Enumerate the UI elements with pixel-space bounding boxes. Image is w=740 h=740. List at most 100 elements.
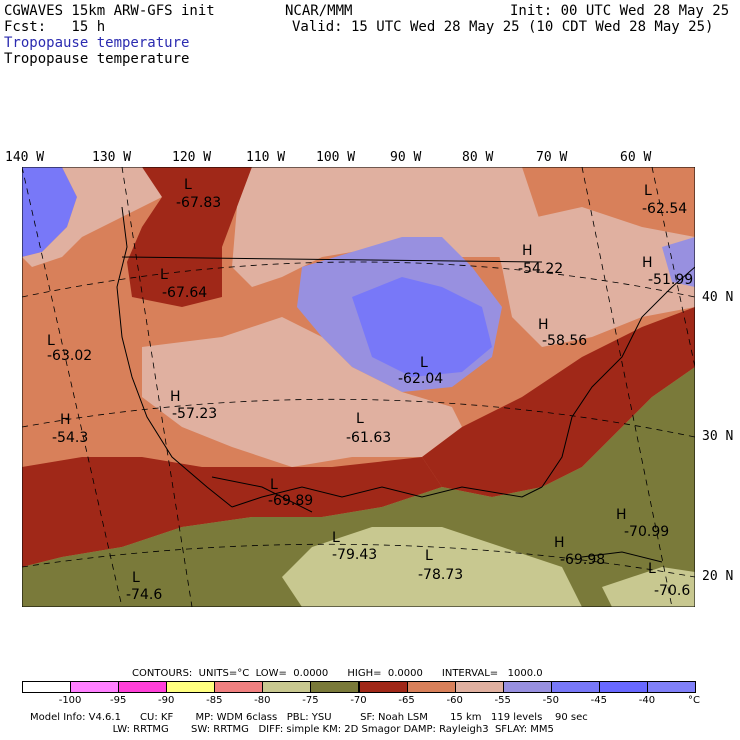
- coastlines: [116, 206, 695, 563]
- map-label-value: -51.99: [648, 272, 693, 288]
- forecast-hour: Fcst: 15 h: [4, 19, 106, 35]
- colorbar-tick-label: -95: [109, 695, 127, 706]
- meridian-60w: [651, 167, 695, 368]
- colorbar-tick-label: -80: [254, 695, 271, 706]
- colorbar-tick-label: -40: [638, 695, 656, 706]
- colorbar-swatch: [22, 681, 72, 693]
- colorbar-tick-label: -100: [58, 695, 82, 706]
- colorbar-swatch: [262, 681, 312, 693]
- lon-label-80w: 80 W: [462, 150, 494, 165]
- colorbar-swatch: [646, 681, 696, 693]
- lon-label-90w: 90 W: [390, 150, 422, 165]
- region-nw-dark-red: [127, 167, 252, 307]
- map-label-letter: L: [184, 177, 192, 193]
- colorbar-swatch: [406, 681, 456, 693]
- graticule: [22, 167, 695, 607]
- colorbar-tick-label: -60: [446, 695, 463, 706]
- init-time: Init: 00 UTC Wed 28 May 25: [510, 3, 730, 19]
- colorbar-tick-label: -45: [590, 695, 608, 706]
- colorbar-swatch: [598, 681, 648, 693]
- field-name-secondary: Tropopause temperature: [4, 51, 190, 67]
- map-label-value: -79.43: [332, 547, 377, 563]
- colorbar-swatch: [166, 681, 216, 693]
- region-ne-pink: [492, 207, 695, 347]
- map-label-letter: L: [644, 183, 652, 199]
- region-midwest-blue: [352, 277, 492, 377]
- map-label-letter: L: [356, 411, 364, 427]
- contours-info: CONTOURS: UNITS=°C LOW= 0.0000 HIGH= 0.0…: [132, 668, 543, 679]
- map-label-letter: H: [170, 389, 181, 405]
- cuba-coastline: [581, 551, 663, 563]
- model-info-line1: Model Info: V4.6.1 CU: KF MP: WDM 6class…: [30, 712, 588, 723]
- lon-label-120w: 120 W: [172, 150, 212, 165]
- map-label-value: -69.89: [268, 493, 313, 509]
- lon-label-100w: 100 W: [316, 150, 356, 165]
- map-label-letter: H: [522, 243, 533, 259]
- colorbar-tick-label: -55: [494, 695, 511, 706]
- colorbar-swatch: [70, 681, 120, 693]
- us-mexico-border: [211, 476, 313, 513]
- meridian-130w: [22, 167, 123, 607]
- lat-label-40n: 40 N: [702, 290, 734, 305]
- colorbar-swatch: [310, 681, 360, 693]
- map-label-letter: L: [160, 267, 168, 283]
- region-south-olive: [22, 367, 695, 607]
- pressure-labels: L -67.83 L -67.64 L -63.02 H -57.23 H -5…: [47, 177, 693, 603]
- valid-time: Valid: 15 UTC Wed 28 May 25 (10 CDT Wed …: [292, 19, 714, 35]
- tropopause-temperature-map: L -67.83 L -67.64 L -63.02 H -57.23 H -5…: [22, 167, 695, 607]
- colorbar-swatch: [454, 681, 504, 693]
- map-label-value: -54.22: [518, 261, 563, 277]
- us-canada-border: [121, 256, 543, 263]
- map-label-value: -69.98: [560, 552, 605, 568]
- lon-label-140w: 140 W: [5, 150, 45, 165]
- map-label-letter: H: [60, 412, 71, 428]
- colorbar-tick-label: -65: [398, 695, 415, 706]
- colorbar-tick-label: -85: [206, 695, 223, 706]
- colorbar-swatch: [358, 681, 408, 693]
- region-north-pink: [232, 167, 542, 287]
- map-label-letter: L: [420, 355, 428, 371]
- map-label-value: -67.64: [162, 285, 207, 301]
- map-label-letter: H: [642, 255, 653, 271]
- lon-label-70w: 70 W: [536, 150, 568, 165]
- region-sw-dark-red: [22, 457, 442, 567]
- map-label-value: -57.23: [172, 406, 217, 422]
- map-label-value: -58.56: [542, 333, 587, 349]
- lon-label-110w: 110 W: [246, 150, 286, 165]
- map-label-letter: H: [538, 317, 549, 333]
- map-label-value: -70.6: [654, 583, 690, 599]
- colorbar-tick-label: -70: [350, 695, 367, 706]
- lat-label-20n: 20 N: [702, 569, 734, 584]
- map-label-letter: L: [332, 530, 340, 546]
- region-caribbean-light-olive: [602, 567, 695, 607]
- map-label-value: -74.6: [126, 587, 162, 603]
- colorbar-tick-label: -50: [542, 695, 559, 706]
- center-name: NCAR/MMM: [285, 3, 353, 19]
- colorbar-tick-label: -75: [302, 695, 319, 706]
- lon-label-60w: 60 W: [620, 150, 652, 165]
- region-gulf-light-olive: [282, 527, 582, 607]
- map-label-value: -62.04: [398, 371, 443, 387]
- map-label-letter: H: [616, 507, 627, 523]
- colorbar-swatch: [214, 681, 264, 693]
- region-nw-pink: [22, 167, 162, 267]
- gulf-coastline: [231, 486, 543, 508]
- region-central-pink: [142, 317, 462, 467]
- colorbar-unit: °C: [688, 695, 700, 706]
- map-label-letter: L: [270, 477, 278, 493]
- map-label-value: -54.3: [52, 430, 88, 446]
- map-label-value: -62.54: [642, 201, 687, 217]
- map-label-value: -70.99: [624, 524, 669, 540]
- map-label-value: -63.02: [47, 348, 92, 364]
- map-label-value: -61.63: [346, 430, 391, 446]
- field-name-primary: Tropopause temperature: [4, 35, 190, 51]
- east-coastline: [541, 266, 695, 488]
- lon-label-130w: 130 W: [92, 150, 132, 165]
- colorbar-tick-label: -90: [158, 695, 175, 706]
- map-label-letter: L: [47, 333, 55, 349]
- map-label-value: -78.73: [418, 567, 463, 583]
- model-info-line2: LW: RRTMG SW: RRTMG DIFF: simple KM: 2D …: [30, 724, 554, 735]
- map-label-value: -67.83: [176, 195, 221, 211]
- colorbar-swatch: [502, 681, 552, 693]
- map-label-letter: H: [554, 535, 565, 551]
